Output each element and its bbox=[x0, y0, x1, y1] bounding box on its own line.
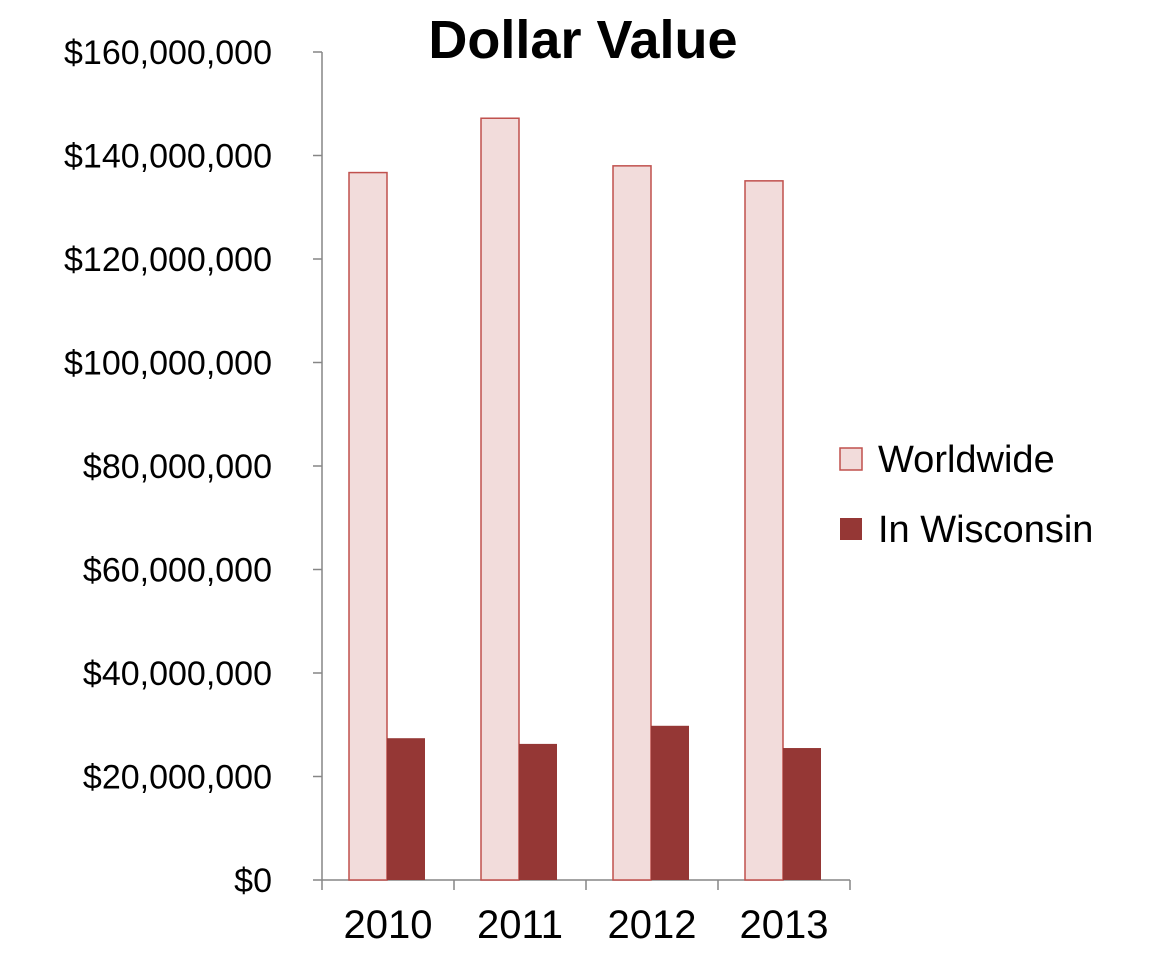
bars bbox=[348, 117, 821, 881]
legend-label: In Wisconsin bbox=[878, 509, 1093, 551]
bar-in-wisconsin bbox=[519, 743, 557, 880]
x-axis: 2010 2011 2012 2013 bbox=[321, 879, 851, 947]
y-tick-label: $80,000,000 bbox=[83, 448, 272, 486]
y-tick-label: $40,000,000 bbox=[83, 655, 272, 693]
y-tick-label: $20,000,000 bbox=[83, 759, 272, 797]
legend-swatch bbox=[840, 518, 862, 540]
x-tick-label: 2011 bbox=[477, 903, 563, 947]
bar-worldwide bbox=[612, 165, 652, 881]
y-tick-label: $0 bbox=[234, 862, 272, 900]
y-tick-label: $60,000,000 bbox=[83, 552, 272, 590]
y-tick-label: $120,000,000 bbox=[64, 241, 272, 279]
legend-swatch bbox=[839, 447, 863, 471]
y-axis: $0 $20,000,000 $40,000,000 $60,000,000 $80,0… bbox=[64, 34, 323, 900]
legend: Worldwide In Wisconsin bbox=[839, 439, 1093, 551]
y-tick-label: $100,000,000 bbox=[64, 345, 272, 383]
bar-in-wisconsin bbox=[651, 725, 689, 880]
bar-worldwide bbox=[744, 180, 784, 881]
bar-in-wisconsin bbox=[387, 738, 425, 880]
legend-label: Worldwide bbox=[878, 439, 1055, 481]
x-tick-label: 2010 bbox=[344, 903, 433, 947]
x-tick-label: 2013 bbox=[740, 903, 829, 947]
bar-worldwide bbox=[348, 171, 388, 881]
chart-title: Dollar Value bbox=[428, 10, 737, 70]
y-tick-label: $160,000,000 bbox=[64, 34, 272, 72]
x-tick-label: 2012 bbox=[608, 903, 697, 947]
bar-in-wisconsin bbox=[783, 748, 821, 880]
bar-worldwide bbox=[480, 117, 520, 881]
y-tick-label: $140,000,000 bbox=[64, 138, 272, 176]
